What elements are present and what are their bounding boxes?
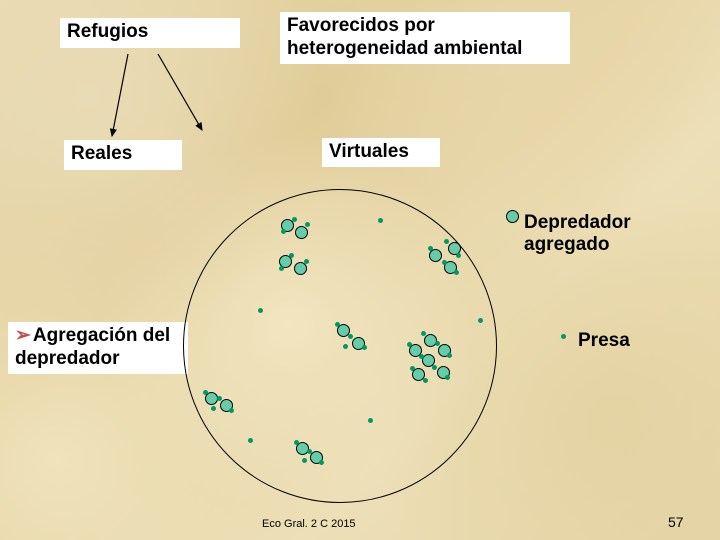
prey-dot	[229, 408, 234, 413]
box-favorecidos: Favorecidos por heterogeneidad ambiental	[280, 12, 570, 64]
box-refugios: Refugios	[60, 18, 240, 48]
prey-dot	[454, 270, 459, 275]
footer-course-text: Eco Gral. 2 C 2015	[262, 518, 356, 530]
prey-dot	[292, 217, 297, 222]
prey-dot	[343, 344, 348, 349]
prey-dot	[258, 308, 263, 313]
prey-dot	[407, 342, 412, 347]
prey-dot	[410, 366, 415, 371]
text-reales: Reales	[71, 143, 132, 164]
prey-dot	[289, 253, 294, 258]
prey-dot	[294, 440, 299, 445]
diagram-layer: Refugios Favorecidos por heterogeneidad …	[0, 0, 720, 540]
bullet-icon: ➢	[15, 325, 31, 346]
prey-dot	[335, 322, 340, 327]
legend-prey-dot-icon	[561, 334, 566, 339]
prey-dot	[211, 406, 216, 411]
prey-dot	[217, 396, 222, 401]
prey-dot	[435, 341, 440, 346]
box-virtuales: Virtuales	[322, 138, 440, 167]
text-favorecidos: Favorecidos por heterogeneidad ambiental	[287, 15, 522, 59]
footer-page-number: 57	[668, 514, 684, 530]
box-agregacion: ➢Agregación del depredador	[8, 322, 188, 374]
prey-dot	[442, 260, 447, 265]
prey-dot	[305, 222, 310, 227]
prey-dot	[248, 438, 253, 443]
prey-dot	[304, 259, 309, 264]
prey-dot	[445, 375, 450, 380]
text-virtuales: Virtuales	[329, 141, 409, 162]
prey-dot	[362, 345, 367, 350]
prey-dot	[302, 458, 307, 463]
prey-dot	[378, 218, 383, 223]
prey-dot	[281, 229, 286, 234]
box-reales: Reales	[64, 140, 182, 170]
legend-predator-dot-icon	[506, 210, 519, 223]
text-agregacion: Agregación del depredador	[15, 325, 170, 369]
prey-dot	[456, 253, 461, 258]
text-refugios: Refugios	[67, 21, 148, 42]
prey-dot	[368, 418, 373, 423]
prey-dot	[478, 318, 483, 323]
footer-page-number-text: 57	[668, 514, 684, 530]
prey-dot	[421, 331, 426, 336]
prey-dot	[203, 390, 208, 395]
prey-dot	[319, 460, 324, 465]
prey-dot	[423, 378, 428, 383]
prey-dot	[444, 239, 449, 244]
text-depredador: Depredador agregado	[524, 212, 631, 255]
text-presa: Presa	[578, 330, 630, 351]
prey-dot	[432, 365, 437, 370]
prey-dot	[428, 246, 433, 251]
predator-dot	[295, 226, 308, 239]
prey-dot	[419, 354, 424, 359]
footer-course: Eco Gral. 2 C 2015	[262, 518, 356, 530]
prey-dot	[279, 266, 284, 271]
prey-dot	[447, 353, 452, 358]
prey-dot	[348, 334, 353, 339]
label-depredador-agregado: Depredador agregado	[524, 212, 694, 256]
label-presa: Presa	[578, 330, 630, 352]
prey-dot	[307, 449, 312, 454]
